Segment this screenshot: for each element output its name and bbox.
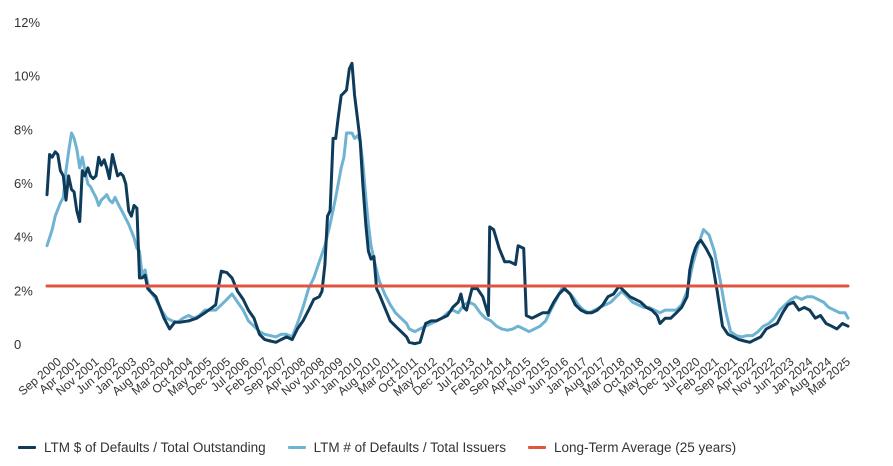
legend-swatch-long-term-average (527, 446, 546, 449)
y-tick-label: 6% (14, 176, 33, 191)
y-tick-label: 8% (14, 122, 33, 137)
series-line-count-defaults (45, 131, 850, 339)
y-tick-label: 12% (14, 15, 40, 30)
legend-label-count-defaults: LTM # of Defaults / Total Issuers (313, 440, 506, 455)
y-axis-ticks: 0 2% 4% 6% 8% 10% 12% (14, 15, 40, 352)
series-line-dollar-defaults (45, 61, 850, 346)
y-tick-label: 10% (14, 69, 40, 84)
legend-label-dollar-defaults: LTM $ of Defaults / Total Outstanding (44, 440, 266, 455)
legend-item-long-term-average: Long-Term Average (25 years) (527, 440, 737, 455)
legend-label-long-term-average: Long-Term Average (25 years) (553, 440, 737, 455)
y-tick-label: 0 (14, 337, 21, 352)
legend-swatch-dollar-defaults (18, 446, 36, 449)
series-lines (45, 61, 850, 346)
legend-item-dollar-defaults: LTM $ of Defaults / Total Outstanding (18, 440, 266, 455)
y-tick-label: 2% (14, 283, 33, 298)
legend: LTM $ of Defaults / Total Outstanding LT… (18, 440, 736, 455)
legend-item-count-defaults: LTM # of Defaults / Total Issuers (287, 440, 506, 455)
y-tick-label: 4% (14, 230, 33, 245)
legend-swatch-count-defaults (287, 446, 306, 449)
